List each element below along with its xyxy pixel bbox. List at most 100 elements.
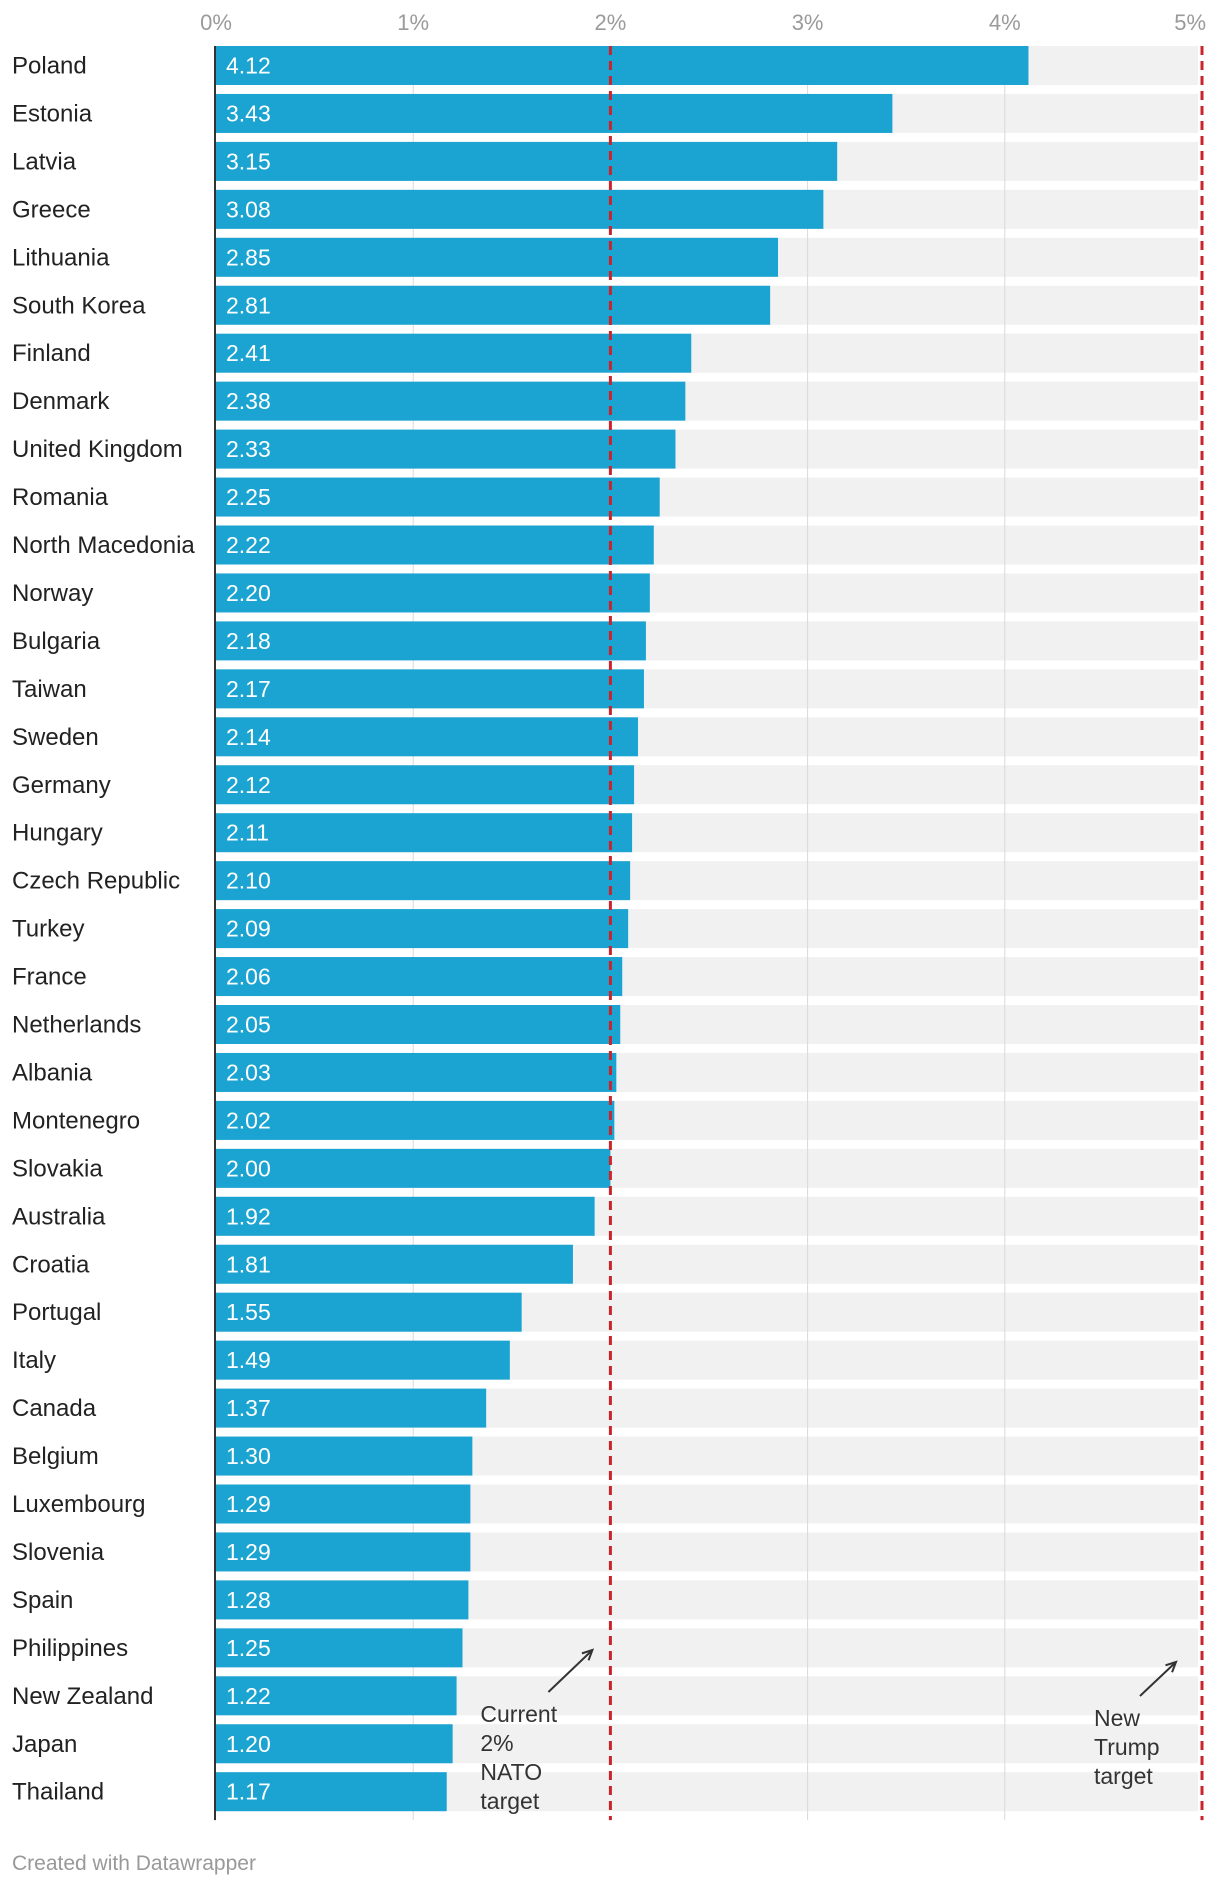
bar bbox=[216, 765, 635, 805]
bar-value-label: 3.08 bbox=[226, 196, 271, 222]
current-target-annotation: target bbox=[480, 1788, 539, 1814]
bar bbox=[216, 525, 654, 565]
bar-value-label: 2.85 bbox=[226, 244, 271, 270]
category-label: Slovenia bbox=[12, 1539, 105, 1566]
bar bbox=[216, 381, 686, 421]
bar-value-label: 1.81 bbox=[226, 1251, 271, 1277]
current-target-annotation: NATO bbox=[480, 1759, 542, 1785]
category-label: Australia bbox=[12, 1203, 106, 1230]
category-label: New Zealand bbox=[12, 1683, 153, 1710]
category-label: Latvia bbox=[12, 148, 77, 175]
category-label: Portugal bbox=[12, 1299, 101, 1326]
bar bbox=[216, 1436, 473, 1476]
bar bbox=[216, 237, 779, 277]
bar-value-label: 2.33 bbox=[226, 436, 271, 462]
category-label: Norway bbox=[12, 580, 93, 607]
x-tick-label: 3% bbox=[792, 10, 824, 35]
bar bbox=[216, 333, 692, 373]
bar-value-label: 1.29 bbox=[226, 1539, 271, 1565]
bar-value-label: 1.20 bbox=[226, 1731, 271, 1757]
bar bbox=[216, 1484, 471, 1524]
bar bbox=[216, 1196, 595, 1236]
category-label: Japan bbox=[12, 1731, 77, 1758]
category-label: Finland bbox=[12, 340, 91, 367]
trump-target-annotation: target bbox=[1094, 1763, 1153, 1789]
bar-value-label: 2.81 bbox=[226, 292, 271, 318]
category-label: Albania bbox=[12, 1059, 93, 1086]
bar bbox=[216, 93, 893, 133]
category-label: France bbox=[12, 964, 87, 991]
x-tick-label: 2% bbox=[595, 10, 627, 35]
bar bbox=[216, 1772, 447, 1812]
category-label: Canada bbox=[12, 1395, 97, 1422]
bar bbox=[216, 1005, 621, 1044]
bar-value-label: 2.11 bbox=[226, 820, 269, 846]
category-label: Taiwan bbox=[12, 676, 87, 703]
bar-value-label: 1.55 bbox=[226, 1299, 271, 1325]
bar bbox=[216, 669, 644, 709]
x-tick-label: 0% bbox=[200, 10, 232, 35]
current-target-arrow bbox=[547, 1649, 594, 1693]
category-label: Italy bbox=[12, 1347, 56, 1374]
bar-chart: 0% 1% 2% 3% 4% 5% 4.12 Poland 3.43 Estonia 3.15 Lat… bbox=[12, 10, 1206, 1821]
bar-value-label: 1.29 bbox=[226, 1491, 271, 1517]
bar bbox=[216, 1148, 611, 1188]
bar-value-label: 3.15 bbox=[226, 148, 271, 174]
bar bbox=[216, 1388, 487, 1428]
category-label: Denmark bbox=[12, 388, 110, 415]
category-label: Lithuania bbox=[12, 244, 110, 271]
bar-value-label: 2.00 bbox=[226, 1155, 271, 1181]
bar-value-label: 2.12 bbox=[226, 772, 271, 798]
bar-value-label: 2.17 bbox=[226, 676, 271, 702]
bar-value-label: 2.06 bbox=[226, 964, 271, 990]
category-label: Luxembourg bbox=[12, 1491, 145, 1518]
bar-value-label: 1.17 bbox=[226, 1779, 271, 1805]
category-label: Belgium bbox=[12, 1443, 99, 1470]
footer-credit[interactable]: Created with Datawrapper bbox=[12, 1852, 256, 1875]
bar-value-label: 1.25 bbox=[226, 1635, 271, 1661]
bar bbox=[216, 1628, 463, 1668]
category-label: Croatia bbox=[12, 1251, 90, 1278]
bar-value-label: 2.10 bbox=[226, 868, 271, 894]
x-tick-label: 1% bbox=[397, 10, 429, 35]
category-label: Philippines bbox=[12, 1635, 128, 1662]
bar bbox=[216, 1340, 510, 1380]
current-target-annotation: 2% bbox=[480, 1730, 513, 1756]
bar bbox=[216, 1724, 453, 1764]
bar-value-label: 2.20 bbox=[226, 580, 271, 606]
bar-value-label: 1.22 bbox=[226, 1683, 271, 1709]
bar-value-label: 2.18 bbox=[226, 628, 271, 654]
bar bbox=[216, 189, 824, 229]
bar bbox=[216, 861, 631, 901]
category-label: North Macedonia bbox=[12, 532, 195, 559]
category-label: Greece bbox=[12, 196, 91, 223]
bar bbox=[216, 1292, 522, 1332]
category-label: Slovakia bbox=[12, 1155, 103, 1182]
category-label: Romania bbox=[12, 484, 109, 511]
bar bbox=[216, 573, 650, 613]
category-label: Bulgaria bbox=[12, 628, 101, 655]
bar-value-label: 1.37 bbox=[226, 1395, 271, 1421]
bar-value-label: 2.22 bbox=[226, 532, 271, 558]
trump-target-annotation: New bbox=[1094, 1705, 1140, 1731]
bar-value-label: 1.49 bbox=[226, 1347, 271, 1373]
x-tick-label: 5% bbox=[1174, 10, 1206, 35]
bar-value-label: 2.38 bbox=[226, 388, 271, 414]
category-label: United Kingdom bbox=[12, 436, 183, 463]
category-label: Netherlands bbox=[12, 1012, 141, 1039]
bar-value-label: 2.25 bbox=[226, 484, 271, 510]
current-target-arrow-head bbox=[581, 1648, 595, 1661]
bar bbox=[216, 957, 623, 997]
category-label: Estonia bbox=[12, 100, 93, 127]
trump-target-arrow bbox=[1139, 1661, 1177, 1697]
trump-target-annotation: Trump bbox=[1094, 1734, 1160, 1760]
bar bbox=[216, 717, 639, 757]
bar bbox=[216, 1676, 457, 1716]
category-label: Germany bbox=[12, 772, 111, 799]
bar-value-label: 2.02 bbox=[226, 1107, 271, 1133]
bar bbox=[216, 477, 660, 517]
bar-value-label: 4.12 bbox=[226, 53, 271, 79]
bar-value-label: 2.03 bbox=[226, 1059, 271, 1085]
bar bbox=[216, 909, 629, 949]
